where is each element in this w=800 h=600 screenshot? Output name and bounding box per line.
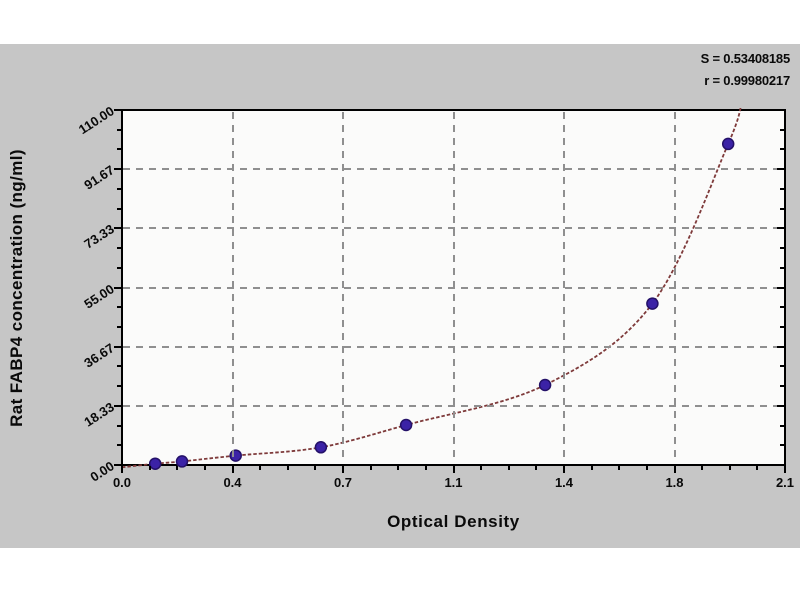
x-tick-label: 2.1: [775, 475, 795, 490]
y-axis-right-minor-tick: [780, 365, 784, 368]
x-axis-minor-tick: [286, 466, 289, 470]
y-axis-major-tick: [114, 109, 121, 111]
gridline-horizontal: [123, 404, 784, 407]
data-point: [148, 457, 162, 470]
y-axis-right-major-tick: [777, 286, 784, 289]
y-axis-right-minor-tick: [780, 266, 784, 269]
y-axis-minor-tick: [117, 306, 121, 309]
y-axis-minor-tick: [117, 187, 121, 190]
x-axis-minor-tick: [590, 466, 593, 470]
gridline-horizontal: [123, 345, 784, 348]
data-point: [538, 378, 552, 392]
y-axis-right-major-tick: [777, 168, 784, 171]
x-axis-minor-tick: [480, 466, 483, 470]
y-axis-right-minor-tick: [780, 247, 784, 250]
y-axis-right-major-tick: [777, 345, 784, 348]
x-axis-minor-tick: [701, 466, 704, 470]
x-axis-minor-tick: [314, 466, 317, 470]
y-axis-minor-tick: [117, 424, 121, 427]
fit-correlation-value: r = 0.99980217: [704, 73, 790, 88]
x-axis-major-tick: [121, 466, 123, 473]
curve-fit-statistics: S = 0.53408185 r = 0.99980217: [700, 48, 791, 92]
y-axis-right-major-tick: [777, 464, 784, 466]
x-axis-minor-tick: [535, 466, 538, 470]
x-tick-label: 0.0: [112, 475, 132, 490]
fit-standard-error-value: S = 0.53408185: [700, 51, 791, 66]
y-axis-right-minor-tick: [780, 424, 784, 427]
data-point: [399, 418, 413, 432]
y-axis-major-tick: [114, 168, 121, 171]
x-axis-minor-tick: [176, 466, 179, 470]
x-axis-major-tick: [784, 466, 786, 473]
y-axis-major-tick: [114, 227, 121, 230]
y-axis-minor-tick: [117, 207, 121, 210]
y-axis-minor-tick: [117, 444, 121, 447]
x-tick-label: 1.1: [444, 475, 463, 490]
x-axis-major-tick: [231, 466, 234, 473]
y-axis-major-tick: [114, 286, 121, 289]
x-tick-label: 0.7: [333, 475, 353, 490]
y-axis-minor-tick: [117, 385, 121, 388]
y-axis-right-minor-tick: [780, 385, 784, 388]
y-axis-minor-tick: [117, 266, 121, 269]
x-axis-minor-tick: [645, 466, 648, 470]
x-axis-minor-tick: [424, 466, 427, 470]
y-axis-right-minor-tick: [780, 148, 784, 151]
y-axis-minor-tick: [117, 325, 121, 328]
x-tick-label: 0.4: [223, 475, 242, 490]
x-axis-minor-tick: [507, 466, 510, 470]
x-axis-minor-tick: [203, 466, 206, 470]
x-axis-major-tick: [673, 466, 676, 473]
x-axis-major-tick: [563, 466, 565, 473]
y-axis-right-minor-tick: [780, 325, 784, 328]
y-axis-minor-tick: [117, 247, 121, 250]
y-axis-major-tick: [114, 345, 121, 348]
data-point: [314, 441, 328, 454]
data-point: [646, 297, 659, 310]
x-axis-minor-tick: [148, 466, 151, 470]
x-tick-label: 1.4: [554, 475, 574, 490]
x-axis-major-tick: [452, 466, 455, 473]
y-axis-major-tick: [114, 404, 121, 407]
x-axis-title: Optical Density: [387, 512, 520, 531]
y-axis-right-minor-tick: [780, 207, 784, 210]
y-axis-right-major-tick: [777, 227, 784, 230]
y-axis-title: Rat FABP4 concentration (ng/ml): [7, 149, 26, 427]
fitted-curve: [121, 108, 742, 468]
y-axis-minor-tick: [117, 128, 121, 131]
y-axis-right-minor-tick: [780, 187, 784, 190]
x-axis-minor-tick: [756, 466, 759, 470]
y-axis-minor-tick: [117, 365, 121, 368]
y-axis-right-minor-tick: [780, 444, 784, 447]
x-tick-label: 1.8: [665, 475, 684, 490]
y-axis-minor-tick: [117, 148, 121, 151]
y-axis-right-major-tick: [777, 404, 784, 407]
y-axis-right-major-tick: [777, 109, 784, 111]
x-axis-major-tick: [342, 466, 344, 473]
gridline-horizontal: [123, 286, 784, 289]
x-axis-minor-tick: [618, 466, 621, 470]
gridline-horizontal: [123, 168, 784, 171]
standard-curve-graphic: [121, 108, 742, 470]
gridline-horizontal: [123, 227, 784, 230]
x-axis-minor-tick: [397, 466, 400, 470]
data-point: [175, 455, 189, 468]
x-axis-minor-tick: [369, 466, 372, 470]
data-point: [721, 137, 735, 151]
y-axis-major-tick: [114, 464, 121, 466]
x-axis-minor-tick: [259, 466, 262, 470]
y-axis-right-minor-tick: [780, 128, 784, 131]
x-axis-minor-tick: [728, 466, 731, 470]
y-axis-right-minor-tick: [780, 306, 784, 309]
